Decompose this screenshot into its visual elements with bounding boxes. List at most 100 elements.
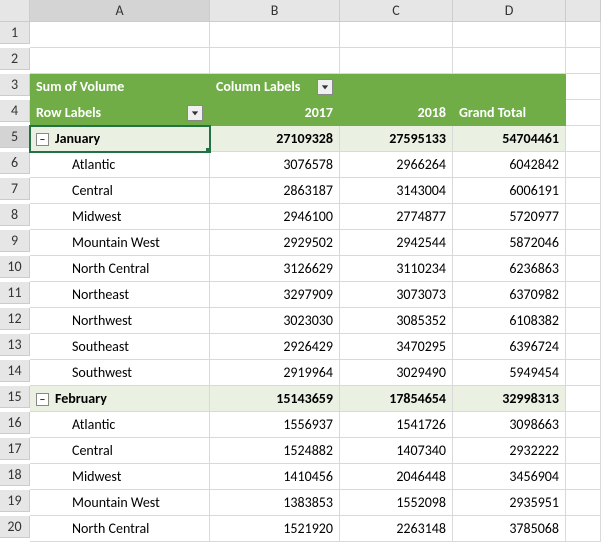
region-label[interactable]: North Central — [30, 256, 210, 282]
row-header[interactable]: 8 — [0, 204, 30, 226]
cell[interactable] — [340, 48, 453, 74]
cell[interactable] — [566, 282, 601, 308]
month-subtotal-value[interactable]: 17854654 — [340, 386, 453, 412]
region-label[interactable]: Central — [30, 178, 210, 204]
cell[interactable] — [566, 490, 601, 516]
row-header[interactable]: 15 — [0, 386, 30, 408]
region-label[interactable]: Southwest — [30, 360, 210, 386]
row-header[interactable]: 6 — [0, 152, 30, 174]
region-value[interactable]: 2263148 — [340, 516, 453, 542]
row-header[interactable]: 20 — [0, 516, 30, 538]
row-header[interactable]: 18 — [0, 464, 30, 486]
row-header[interactable]: 2 — [0, 48, 30, 70]
cell[interactable] — [566, 74, 601, 100]
cell[interactable] — [566, 334, 601, 360]
collapse-icon[interactable]: − — [36, 393, 49, 406]
cell[interactable] — [566, 100, 601, 126]
row-header[interactable]: 16 — [0, 412, 30, 434]
cell[interactable] — [566, 22, 601, 48]
row-header[interactable]: 17 — [0, 438, 30, 460]
region-value[interactable]: 6108382 — [453, 308, 566, 334]
cell[interactable] — [566, 516, 601, 542]
row-header[interactable]: 1 — [0, 22, 30, 44]
cell[interactable] — [453, 22, 566, 48]
cell[interactable] — [566, 204, 601, 230]
cell[interactable] — [30, 22, 210, 48]
region-value[interactable]: 1383853 — [210, 490, 340, 516]
cell[interactable] — [566, 308, 601, 334]
row-labels-dropdown-icon[interactable] — [187, 105, 203, 121]
region-value[interactable]: 6006191 — [453, 178, 566, 204]
region-value[interactable]: 3098663 — [453, 412, 566, 438]
region-value[interactable]: 5949454 — [453, 360, 566, 386]
col-header[interactable]: B — [210, 0, 340, 22]
cell[interactable] — [566, 178, 601, 204]
region-value[interactable]: 3076578 — [210, 152, 340, 178]
region-value[interactable]: 2919964 — [210, 360, 340, 386]
region-value[interactable]: 2929502 — [210, 230, 340, 256]
region-value[interactable]: 2774877 — [340, 204, 453, 230]
region-value[interactable]: 3297909 — [210, 282, 340, 308]
cell[interactable] — [566, 126, 601, 152]
row-header[interactable]: 5 — [0, 126, 30, 148]
region-label[interactable]: Northeast — [30, 282, 210, 308]
pivot-column-labels[interactable]: Column Labels — [210, 74, 340, 100]
cell[interactable] — [566, 464, 601, 490]
region-value[interactable]: 2926429 — [210, 334, 340, 360]
region-value[interactable]: 5872046 — [453, 230, 566, 256]
region-value[interactable]: 2946100 — [210, 204, 340, 230]
row-header[interactable]: 7 — [0, 178, 30, 200]
region-label[interactable]: Mountain West — [30, 230, 210, 256]
cell[interactable] — [566, 230, 601, 256]
row-header[interactable]: 14 — [0, 360, 30, 382]
row-header[interactable]: 13 — [0, 334, 30, 356]
col-header[interactable]: D — [453, 0, 566, 22]
row-header[interactable]: 10 — [0, 256, 30, 278]
cell[interactable] — [566, 360, 601, 386]
region-value[interactable]: 3023030 — [210, 308, 340, 334]
row-header[interactable]: 3 — [0, 74, 30, 96]
region-value[interactable]: 3785068 — [453, 516, 566, 542]
region-value[interactable]: 2935951 — [453, 490, 566, 516]
cell[interactable] — [210, 48, 340, 74]
region-value[interactable]: 3110234 — [340, 256, 453, 282]
cell[interactable] — [566, 256, 601, 282]
cell[interactable] — [566, 48, 601, 74]
region-value[interactable]: 1521920 — [210, 516, 340, 542]
month-subtotal-value[interactable]: 54704461 — [453, 126, 566, 152]
select-all-corner[interactable] — [0, 0, 30, 22]
region-label[interactable]: Midwest — [30, 204, 210, 230]
month-subtotal-value[interactable]: 27109328 — [210, 126, 340, 152]
month-subtotal-value[interactable]: 27595133 — [340, 126, 453, 152]
region-value[interactable]: 1407340 — [340, 438, 453, 464]
region-value[interactable]: 3470295 — [340, 334, 453, 360]
cell[interactable] — [30, 48, 210, 74]
region-value[interactable]: 1556937 — [210, 412, 340, 438]
region-value[interactable]: 6370982 — [453, 282, 566, 308]
region-label[interactable]: Southeast — [30, 334, 210, 360]
region-value[interactable]: 3085352 — [340, 308, 453, 334]
cell[interactable] — [566, 152, 601, 178]
col-header[interactable] — [566, 0, 601, 22]
row-header[interactable]: 12 — [0, 308, 30, 330]
region-value[interactable]: 3029490 — [340, 360, 453, 386]
region-value[interactable]: 3456904 — [453, 464, 566, 490]
row-header[interactable]: 4 — [0, 100, 30, 122]
region-label[interactable]: Central — [30, 438, 210, 464]
region-label[interactable]: North Central — [30, 516, 210, 542]
cell[interactable] — [210, 22, 340, 48]
row-header[interactable]: 19 — [0, 490, 30, 512]
region-value[interactable]: 3073073 — [340, 282, 453, 308]
month-subtotal-value[interactable]: 15143659 — [210, 386, 340, 412]
cell[interactable] — [566, 386, 601, 412]
region-value[interactable]: 2942544 — [340, 230, 453, 256]
pivot-grand-total-header[interactable]: Grand Total — [453, 100, 566, 126]
row-header[interactable]: 9 — [0, 230, 30, 252]
region-label[interactable]: Midwest — [30, 464, 210, 490]
region-value[interactable]: 1541726 — [340, 412, 453, 438]
region-value[interactable]: 2046448 — [340, 464, 453, 490]
region-value[interactable]: 1524882 — [210, 438, 340, 464]
cell[interactable] — [566, 412, 601, 438]
region-value[interactable]: 6396724 — [453, 334, 566, 360]
month-subtotal-value[interactable]: 32998313 — [453, 386, 566, 412]
